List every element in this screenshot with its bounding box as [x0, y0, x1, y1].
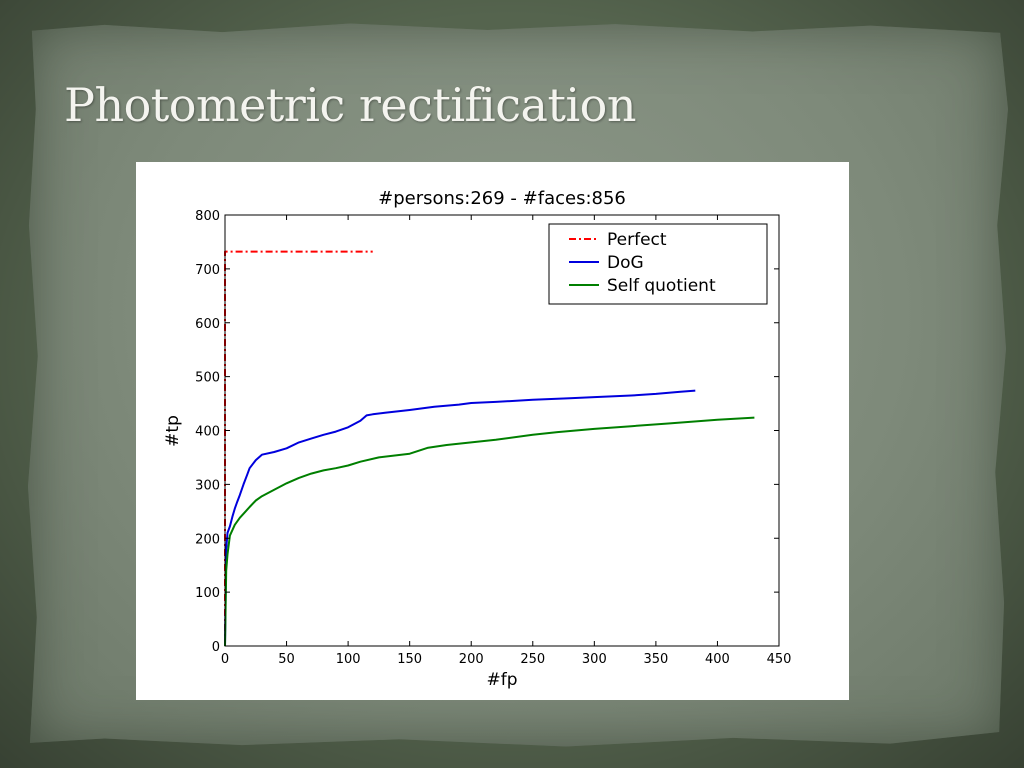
- legend-label: Perfect: [607, 230, 667, 250]
- x-tick-label: 300: [582, 652, 607, 667]
- x-tick-label: 250: [520, 652, 545, 667]
- x-axis-label: #fp: [486, 670, 517, 690]
- roc-chart: 0 50 100 150 200 250 300 350 400 450 0 100 200 300 400…: [163, 188, 791, 690]
- y-axis-label: #tp: [163, 415, 183, 447]
- x-tick-label: 100: [336, 652, 361, 667]
- chart-container: 0 50 100 150 200 250 300 350 400 450 0 100 200 300 400…: [136, 162, 849, 700]
- y-tick-label: 700: [195, 263, 220, 278]
- x-tick-label: 400: [705, 652, 730, 667]
- y-tick-label: 200: [195, 532, 220, 547]
- x-tick-label: 50: [278, 652, 295, 667]
- y-tick-label: 800: [195, 209, 220, 224]
- series-line-perfect: [224, 250, 373, 646]
- legend-label: Self quotient: [607, 276, 716, 296]
- legend-box: [548, 223, 768, 305]
- y-tick-label: 600: [195, 317, 220, 332]
- x-tick-label: 200: [459, 652, 484, 667]
- y-tick-label: 100: [195, 586, 220, 601]
- y-tick-label: 400: [195, 425, 220, 440]
- y-tick-label: 300: [195, 478, 220, 493]
- plot-layer: [224, 250, 755, 647]
- chart-title: #persons:269 - #faces:856: [378, 188, 626, 209]
- x-tick-label: 150: [397, 652, 422, 667]
- series-line-self-quotient: [224, 416, 755, 647]
- legend: Perfect DoG Self quotient: [548, 223, 768, 305]
- y-tick-label: 500: [195, 371, 220, 386]
- ticks-layer: 0 50 100 150 200 250 300 350 400 450 0 100 200 300 400…: [195, 209, 791, 667]
- legend-label: DoG: [607, 253, 644, 273]
- x-tick-label: 0: [221, 652, 229, 667]
- y-tick-label: 0: [212, 640, 220, 655]
- series-line-dog: [224, 389, 696, 647]
- x-tick-label: 350: [643, 652, 668, 667]
- x-tick-label: 450: [767, 652, 792, 667]
- slide-title: Photometric rectification: [64, 78, 636, 132]
